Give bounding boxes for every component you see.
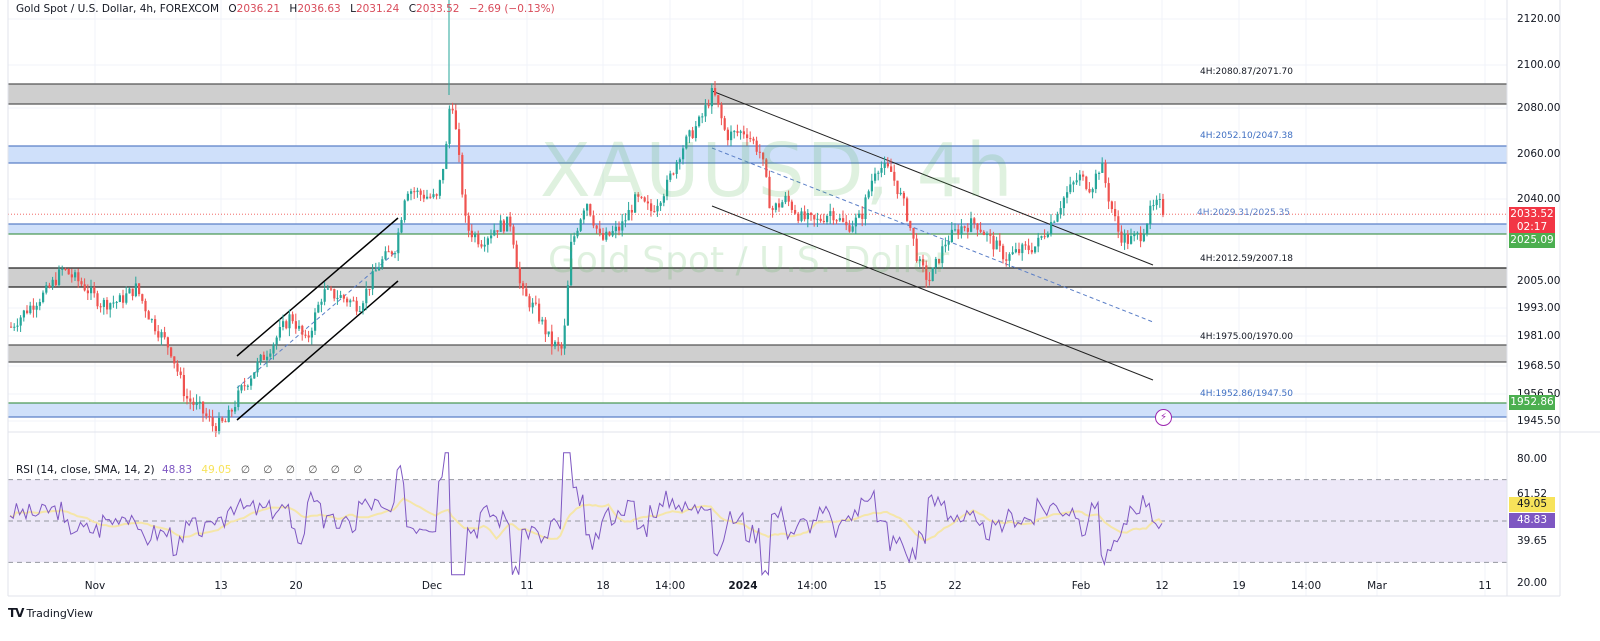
current-price-value: 2033.52 xyxy=(1510,208,1554,220)
tradingview-wordmark: TradingView xyxy=(26,606,93,620)
high-label: H xyxy=(289,3,298,15)
rsi-value-tag: 49.05 xyxy=(1509,497,1555,512)
zone-label: 4H:1952.86/1947.50 xyxy=(1200,389,1293,399)
time-axis-label: 22 xyxy=(948,580,962,592)
time-axis-label: 11 xyxy=(1478,580,1492,592)
current-price-tag: 2033.52 02:17 xyxy=(1509,207,1555,235)
price-axis-label: 1945.50 xyxy=(1517,415,1561,427)
time-axis-label: 19 xyxy=(1232,580,1246,592)
low-label: L xyxy=(350,3,356,15)
time-axis-label: 13 xyxy=(214,580,228,592)
rsi-placeholder-values: ∅ ∅ ∅ ∅ ∅ ∅ xyxy=(240,464,368,476)
time-axis-label: 11 xyxy=(520,580,534,592)
watermark-name: Gold Spot / U.S. Dollar xyxy=(548,240,950,281)
price-axis-label: 1993.00 xyxy=(1517,302,1561,314)
time-axis-label: 12 xyxy=(1155,580,1169,592)
time-axis-label: 15 xyxy=(873,580,887,592)
time-axis-label: 2024 xyxy=(728,580,758,592)
zone-label: 4H:2080.87/2071.70 xyxy=(1200,67,1293,77)
zone-label: 4H:2029.31/2025.35 xyxy=(1197,208,1290,218)
close-value: 2033.52 xyxy=(416,3,460,15)
close-label: C xyxy=(408,3,417,15)
open-value: 2036.21 xyxy=(236,3,281,15)
zone-label: 4H:2052.10/2047.38 xyxy=(1200,131,1293,141)
high-value: 2036.63 xyxy=(297,3,341,15)
symbol-title: Gold Spot / U.S. Dollar, 4h, FOREXCOM xyxy=(16,3,220,15)
time-axis-label: Nov xyxy=(84,580,106,592)
price-axis-label: 2060.00 xyxy=(1517,148,1561,160)
rsi-title: RSI (14, close, SMA, 14, 2) xyxy=(16,464,155,476)
change-value: −2.69 (−0.13%) xyxy=(468,3,555,15)
time-axis-label: 14:00 xyxy=(796,580,828,592)
tradingview-mark-icon: TV xyxy=(8,606,25,620)
time-axis-label: Feb xyxy=(1071,580,1091,592)
candlesticks xyxy=(10,0,1165,438)
price-level-tag: 1952.86 xyxy=(1509,395,1555,410)
price-axis-label: 2080.00 xyxy=(1517,102,1561,114)
open-label: O xyxy=(228,3,237,15)
time-axis-label: Mar xyxy=(1367,580,1387,592)
alert-lightning-icon[interactable]: ⚡ xyxy=(1155,409,1172,426)
tradingview-logo[interactable]: TV TradingView xyxy=(8,606,93,620)
time-axis-label: 14:00 xyxy=(1290,580,1322,592)
chart-frame xyxy=(7,0,1600,597)
rsi-sma-value: 49.05 xyxy=(201,464,232,476)
watermark-ticker: XAUUSD, 4h xyxy=(540,128,1015,214)
bar-countdown: 02:17 xyxy=(1516,221,1548,233)
zone-label: 4H:1975.00/1970.00 xyxy=(1200,332,1293,342)
trend-channels xyxy=(236,90,1154,421)
symbol-legend[interactable]: Gold Spot / U.S. Dollar, 4h, FOREXCOM O2… xyxy=(16,3,555,15)
time-axis-label: 14:00 xyxy=(654,580,686,592)
time-axis-label: 20 xyxy=(289,580,303,592)
rsi-value: 48.83 xyxy=(162,464,193,476)
low-value: 2031.24 xyxy=(355,3,400,15)
rsi-axis-label: 39.65 xyxy=(1517,535,1548,547)
price-axis-label: 1968.50 xyxy=(1517,360,1561,372)
time-axis-label: Dec xyxy=(421,580,443,592)
price-axis-label: 2005.00 xyxy=(1517,275,1561,287)
price-axis-label: 1981.00 xyxy=(1517,330,1561,342)
rsi-legend[interactable]: RSI (14, close, SMA, 14, 2) 48.83 49.05 … xyxy=(16,464,367,476)
time-axis-label: 18 xyxy=(596,580,610,592)
price-axis-label: 2120.00 xyxy=(1517,13,1561,25)
price-axis-label: 2040.00 xyxy=(1517,193,1561,205)
rsi-value-tag: 48.83 xyxy=(1509,513,1555,528)
rsi-pane xyxy=(8,452,1507,577)
price-axis-label: 2100.00 xyxy=(1517,59,1561,71)
rsi-axis-label: 20.00 xyxy=(1517,577,1548,589)
rsi-axis-label: 80.00 xyxy=(1517,453,1548,465)
price-level-tag: 2025.09 xyxy=(1509,233,1555,248)
zone-label: 4H:2012.59/2007.18 xyxy=(1200,254,1293,264)
